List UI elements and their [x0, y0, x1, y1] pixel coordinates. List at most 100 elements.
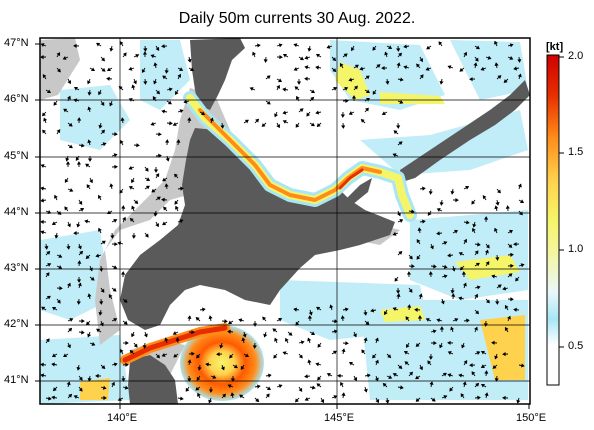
current-vector-head: [152, 96, 157, 101]
current-vector-head: [187, 315, 192, 319]
current-vector-head: [51, 221, 56, 225]
current-vector-head: [263, 333, 268, 338]
current-vector-head: [408, 288, 413, 293]
current-vector-head: [142, 51, 147, 55]
current-vector-head: [114, 132, 118, 137]
current-vector-head: [95, 253, 100, 258]
current-vector-head: [156, 90, 160, 95]
current-vector-head: [129, 350, 134, 354]
current-vector-head: [208, 389, 213, 393]
current-vector-head: [449, 387, 454, 392]
current-vector-head: [108, 294, 113, 299]
current-vector-head: [288, 332, 293, 336]
current-vector-head: [365, 75, 370, 80]
current-vector-head: [454, 229, 459, 234]
current-vector-head: [228, 320, 233, 325]
current-vector-head: [345, 341, 349, 346]
current-vector-head: [310, 122, 315, 127]
current-vector-head: [87, 378, 92, 382]
current-vector-head: [191, 351, 195, 356]
current-vector-head: [179, 219, 184, 224]
current-vector-head: [393, 130, 398, 135]
current-vector-head: [372, 354, 377, 359]
current-vector-head: [87, 139, 92, 144]
current-vector-head: [438, 41, 443, 46]
current-vector-head: [429, 245, 434, 250]
current-vector-head: [403, 44, 407, 49]
current-vector-head: [69, 318, 74, 322]
shiretoko-peninsula: [345, 178, 372, 205]
current-vector-head: [387, 354, 392, 359]
current-vector-head: [241, 337, 246, 342]
current-vector-head: [274, 337, 279, 342]
current-vector-head: [227, 329, 231, 334]
current-vector-head: [73, 230, 77, 236]
current-vector-head: [87, 333, 92, 338]
current-vector-head: [187, 359, 192, 364]
lat-label-44: 44°N: [4, 206, 29, 218]
current-vector-head: [220, 125, 225, 129]
current-vector-head: [513, 66, 518, 71]
current-vector-head: [267, 386, 272, 390]
current-vector-head: [66, 95, 71, 100]
current-vector-head: [462, 282, 467, 287]
current-vector-head: [485, 299, 490, 304]
hokkaido-island: [120, 128, 395, 330]
current-vector-head: [56, 129, 61, 134]
current-vector-head: [443, 395, 448, 400]
current-vector-head: [482, 195, 487, 200]
current-vector-head: [507, 315, 511, 320]
current-vector-head: [417, 227, 422, 231]
current-vector-head: [263, 59, 268, 63]
current-vector-head: [165, 157, 170, 162]
current-vector-head: [520, 199, 525, 203]
current-vector-head: [161, 352, 166, 357]
current-vector-head: [86, 184, 91, 189]
current-vector-head: [113, 219, 118, 223]
current-vector-head: [351, 95, 357, 99]
current-vector-head: [95, 373, 99, 378]
current-vector-head: [120, 271, 126, 275]
current-vector-head: [153, 62, 158, 67]
current-vector-head: [208, 399, 213, 404]
current-vector-head: [274, 113, 279, 118]
current-vector-head: [372, 46, 377, 51]
current-vector-head: [304, 65, 309, 70]
current-vector-head: [131, 205, 136, 210]
current-vector-head: [76, 117, 82, 121]
current-vector-head: [164, 337, 169, 342]
current-vector-head: [58, 254, 63, 258]
current-vector-head: [411, 209, 415, 214]
current-vector-head: [162, 177, 167, 182]
current-vector-head: [521, 363, 525, 368]
current-vector-head: [68, 122, 73, 127]
current-vector-head: [63, 108, 68, 113]
current-vector-head: [122, 216, 126, 221]
current-vectors: [40, 40, 525, 404]
current-vector-head: [40, 186, 44, 191]
current-vector-head: [242, 333, 247, 338]
current-vector-head: [315, 110, 320, 115]
current-vector-head: [400, 385, 404, 390]
current-vector-head: [348, 77, 353, 82]
current-vector-head: [381, 66, 385, 71]
current-vector-head: [123, 320, 128, 325]
graticule: [40, 38, 530, 404]
current-vector-head: [428, 356, 434, 360]
current-vector-head: [64, 178, 69, 183]
current-vector-head: [46, 251, 51, 255]
current-vector-head: [398, 251, 403, 255]
current-vector-head: [484, 392, 489, 397]
current-vector-head: [508, 243, 513, 248]
current-vector-head: [426, 45, 431, 50]
current-vector-head: [162, 75, 167, 80]
current-vector-head: [174, 173, 178, 178]
current-vector-head: [344, 307, 349, 312]
current-vector-head: [363, 337, 368, 342]
honshu-north: [128, 355, 178, 404]
current-vector-head: [406, 271, 411, 275]
title: Daily 50m currents 30 Aug. 2022.: [178, 10, 416, 27]
current-vector-head: [40, 362, 44, 367]
lon-label-140: 140°E: [107, 412, 138, 424]
current-vector-head: [458, 296, 463, 301]
